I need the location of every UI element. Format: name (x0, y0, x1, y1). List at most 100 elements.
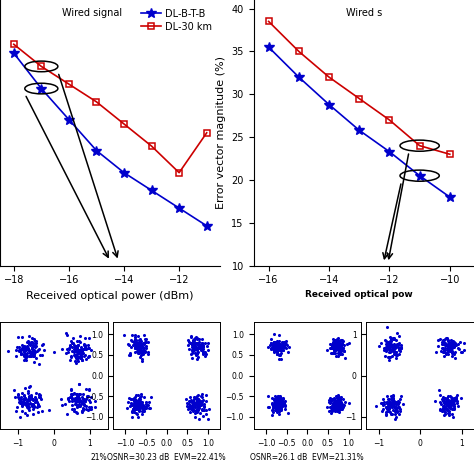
Point (66, 356, 73, 364)
Point (58, 345, 66, 353)
Point (274, 340, 282, 348)
Point (450, 340, 458, 347)
Point (21, 350, 28, 358)
Point (191, 406, 198, 414)
Point (29, 351, 37, 358)
Point (333, 394, 340, 401)
Point (273, 339, 281, 347)
Point (128, 401, 136, 408)
Point (195, 399, 202, 407)
Point (327, 349, 335, 357)
Point (81, 395, 88, 403)
Point (389, 397, 397, 405)
Point (197, 341, 204, 348)
Point (277, 403, 285, 411)
Point (128, 401, 136, 408)
Point (277, 405, 285, 412)
Point (137, 401, 144, 409)
Point (383, 323, 391, 331)
Point (341, 354, 348, 362)
Point (74, 357, 82, 365)
Point (14, 403, 21, 410)
Point (25, 340, 33, 348)
Point (138, 410, 146, 417)
Point (389, 346, 396, 354)
Point (385, 348, 393, 356)
Point (197, 343, 205, 351)
Point (326, 394, 334, 402)
Point (343, 340, 351, 347)
Point (275, 403, 283, 411)
Point (82, 343, 89, 350)
Point (449, 397, 457, 405)
Point (439, 340, 447, 348)
Point (189, 401, 196, 409)
Point (72, 394, 79, 402)
Point (395, 405, 402, 412)
Point (124, 398, 132, 406)
DL-30 km (356, 96, 362, 101)
Point (85, 335, 93, 342)
Point (85, 385, 92, 393)
Point (135, 344, 143, 352)
Point (195, 401, 203, 409)
Point (273, 409, 281, 416)
Point (331, 344, 339, 351)
Point (445, 345, 453, 352)
Point (271, 392, 278, 400)
Point (274, 346, 282, 354)
Point (382, 343, 390, 351)
Point (385, 404, 393, 411)
Point (386, 346, 394, 353)
Point (336, 400, 344, 407)
Point (193, 350, 201, 357)
Point (191, 349, 199, 357)
Point (198, 336, 205, 343)
Point (441, 340, 448, 347)
Point (192, 343, 200, 350)
Point (271, 342, 279, 349)
Point (131, 402, 139, 410)
Point (384, 401, 392, 408)
Point (197, 401, 204, 409)
Point (386, 400, 394, 408)
Point (333, 404, 340, 411)
Point (454, 400, 461, 407)
Point (128, 401, 136, 409)
Point (448, 397, 456, 404)
Point (23, 338, 30, 346)
Point (451, 394, 458, 402)
Point (391, 404, 398, 411)
Line: DL-30 km: DL-30 km (10, 41, 210, 176)
Point (337, 344, 345, 352)
Point (278, 343, 286, 350)
Point (341, 399, 348, 406)
Point (79, 349, 87, 356)
Point (442, 404, 449, 412)
Point (337, 394, 345, 401)
Point (444, 342, 452, 349)
Point (183, 399, 191, 407)
Point (75, 394, 83, 401)
Point (197, 343, 205, 351)
Point (442, 405, 449, 413)
Point (193, 346, 201, 353)
Point (328, 403, 336, 411)
Point (19, 346, 27, 354)
Point (127, 401, 135, 409)
Point (443, 350, 450, 357)
Point (189, 337, 197, 345)
Point (134, 405, 142, 413)
Point (21, 409, 29, 417)
Point (330, 349, 338, 357)
Point (26, 352, 33, 360)
Point (26, 394, 33, 401)
Point (445, 340, 453, 347)
Point (395, 339, 403, 346)
Point (140, 350, 147, 357)
Point (72, 398, 79, 405)
Point (383, 399, 390, 407)
Point (441, 410, 448, 418)
Point (282, 405, 289, 413)
DL-30 km (417, 143, 422, 148)
